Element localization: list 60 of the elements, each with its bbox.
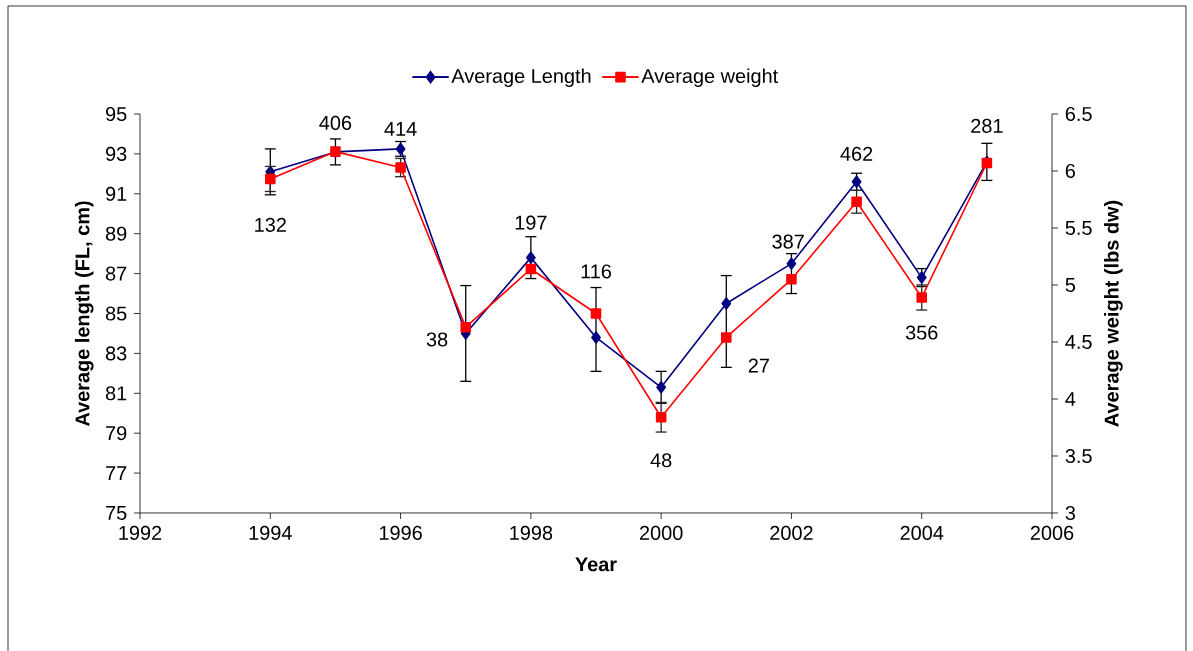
annotation: 116 (581, 264, 612, 279)
y-tick-label: 87 (105, 266, 127, 281)
point (916, 271, 927, 284)
point (395, 162, 406, 173)
annotation: 132 (255, 217, 286, 232)
point (721, 297, 732, 310)
x-tick-label: 1994 (249, 525, 292, 540)
annotation: 356 (905, 325, 938, 340)
y-tick-label: 89 (105, 226, 127, 241)
y2-tick-label: 4 (1065, 392, 1076, 406)
y2-tick-label: 3.5 (1065, 448, 1092, 464)
y-axis-title: Average length (FL, cm) (74, 201, 94, 427)
y-tick-label: 83 (105, 346, 127, 361)
y2-tick-label: 4.5 (1065, 335, 1092, 349)
y-tick-label: 75 (106, 506, 127, 520)
y2-tick-label: 5 (1065, 278, 1076, 292)
y-tick-label: 81 (105, 386, 127, 401)
annotation: 387 (772, 234, 804, 249)
x-axis-title: Year (575, 557, 617, 572)
x-tick-label: 2006 (1030, 525, 1074, 540)
annotation: 281 (971, 118, 1003, 133)
x-tick-label: 2002 (770, 525, 813, 540)
point (655, 411, 667, 423)
annotation: 27 (748, 358, 769, 373)
y2-tick-label: 6.5 (1065, 106, 1092, 122)
y2-tick-label: 5.5 (1065, 221, 1092, 235)
y-tick-label: 91 (105, 186, 127, 201)
x-tick-label: 1996 (379, 525, 422, 540)
x-tick-label: 2000 (639, 525, 683, 540)
point (656, 381, 667, 394)
legend-label: Average Length (451, 68, 591, 88)
y-tick-label: 93 (105, 146, 127, 161)
point (851, 196, 862, 208)
annotation: 48 (650, 453, 672, 468)
point (721, 332, 732, 343)
point (265, 173, 276, 185)
x-tick-label: 1992 (119, 525, 162, 540)
y2-tick-label: 6 (1065, 163, 1076, 179)
legend-label: Average weight (641, 68, 779, 88)
annotation: 462 (840, 146, 873, 161)
annotation: 406 (319, 115, 352, 130)
point (590, 308, 602, 319)
x-tick-label: 2004 (900, 525, 944, 540)
point (525, 263, 537, 275)
y-tick-label: 77 (106, 466, 127, 480)
annotation: 197 (515, 215, 547, 230)
point (786, 257, 797, 270)
x-tick-label: 1998 (510, 525, 553, 540)
y-tick-label: 85 (105, 306, 127, 321)
y2-axis-title: Average weight (lbs dw) (1104, 200, 1123, 427)
annotation: 38 (426, 332, 448, 347)
annotation: 414 (384, 122, 417, 136)
y-tick-label: 79 (106, 426, 127, 441)
y2-tick-label: 3 (1065, 505, 1076, 521)
point (591, 331, 601, 344)
point (916, 292, 928, 303)
y-tick-label: 95 (105, 106, 127, 122)
point (525, 251, 536, 264)
point (786, 274, 797, 285)
point (460, 321, 472, 333)
